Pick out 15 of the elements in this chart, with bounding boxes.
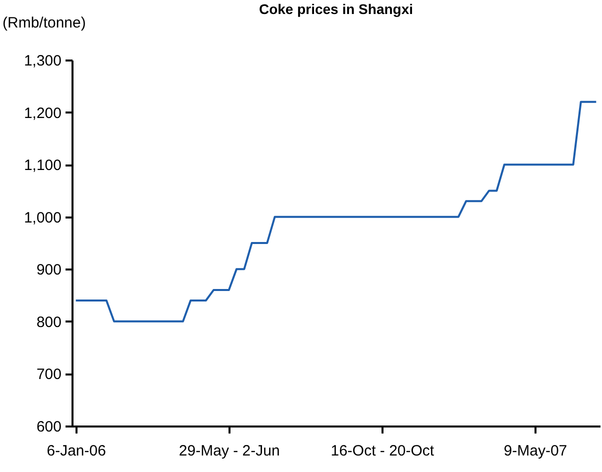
y-tick-label: 1,100	[24, 157, 62, 174]
y-tick-label: 1,000	[24, 209, 62, 226]
y-axis-title: (Rmb/tonne)	[2, 14, 86, 32]
y-tick-label: 800	[36, 314, 62, 331]
chart-title: Coke prices in Shangxi	[258, 1, 414, 17]
y-tick-label: 1,300	[24, 52, 62, 70]
x-tick-label: 29-May - 2-Jun	[178, 442, 280, 460]
line-series	[74, 100, 598, 322]
x-tick-label: 16-Oct - 20-Oct	[330, 442, 435, 460]
x-tick-label: 6-Jan-06	[46, 442, 106, 460]
y-tick-label: 600	[36, 418, 62, 436]
x-tick-label: 9-May-07	[504, 442, 568, 460]
y-tick-label: 1,200	[24, 104, 62, 122]
y-tick-label: 900	[36, 262, 62, 279]
y-tick-label: 700	[36, 366, 62, 384]
